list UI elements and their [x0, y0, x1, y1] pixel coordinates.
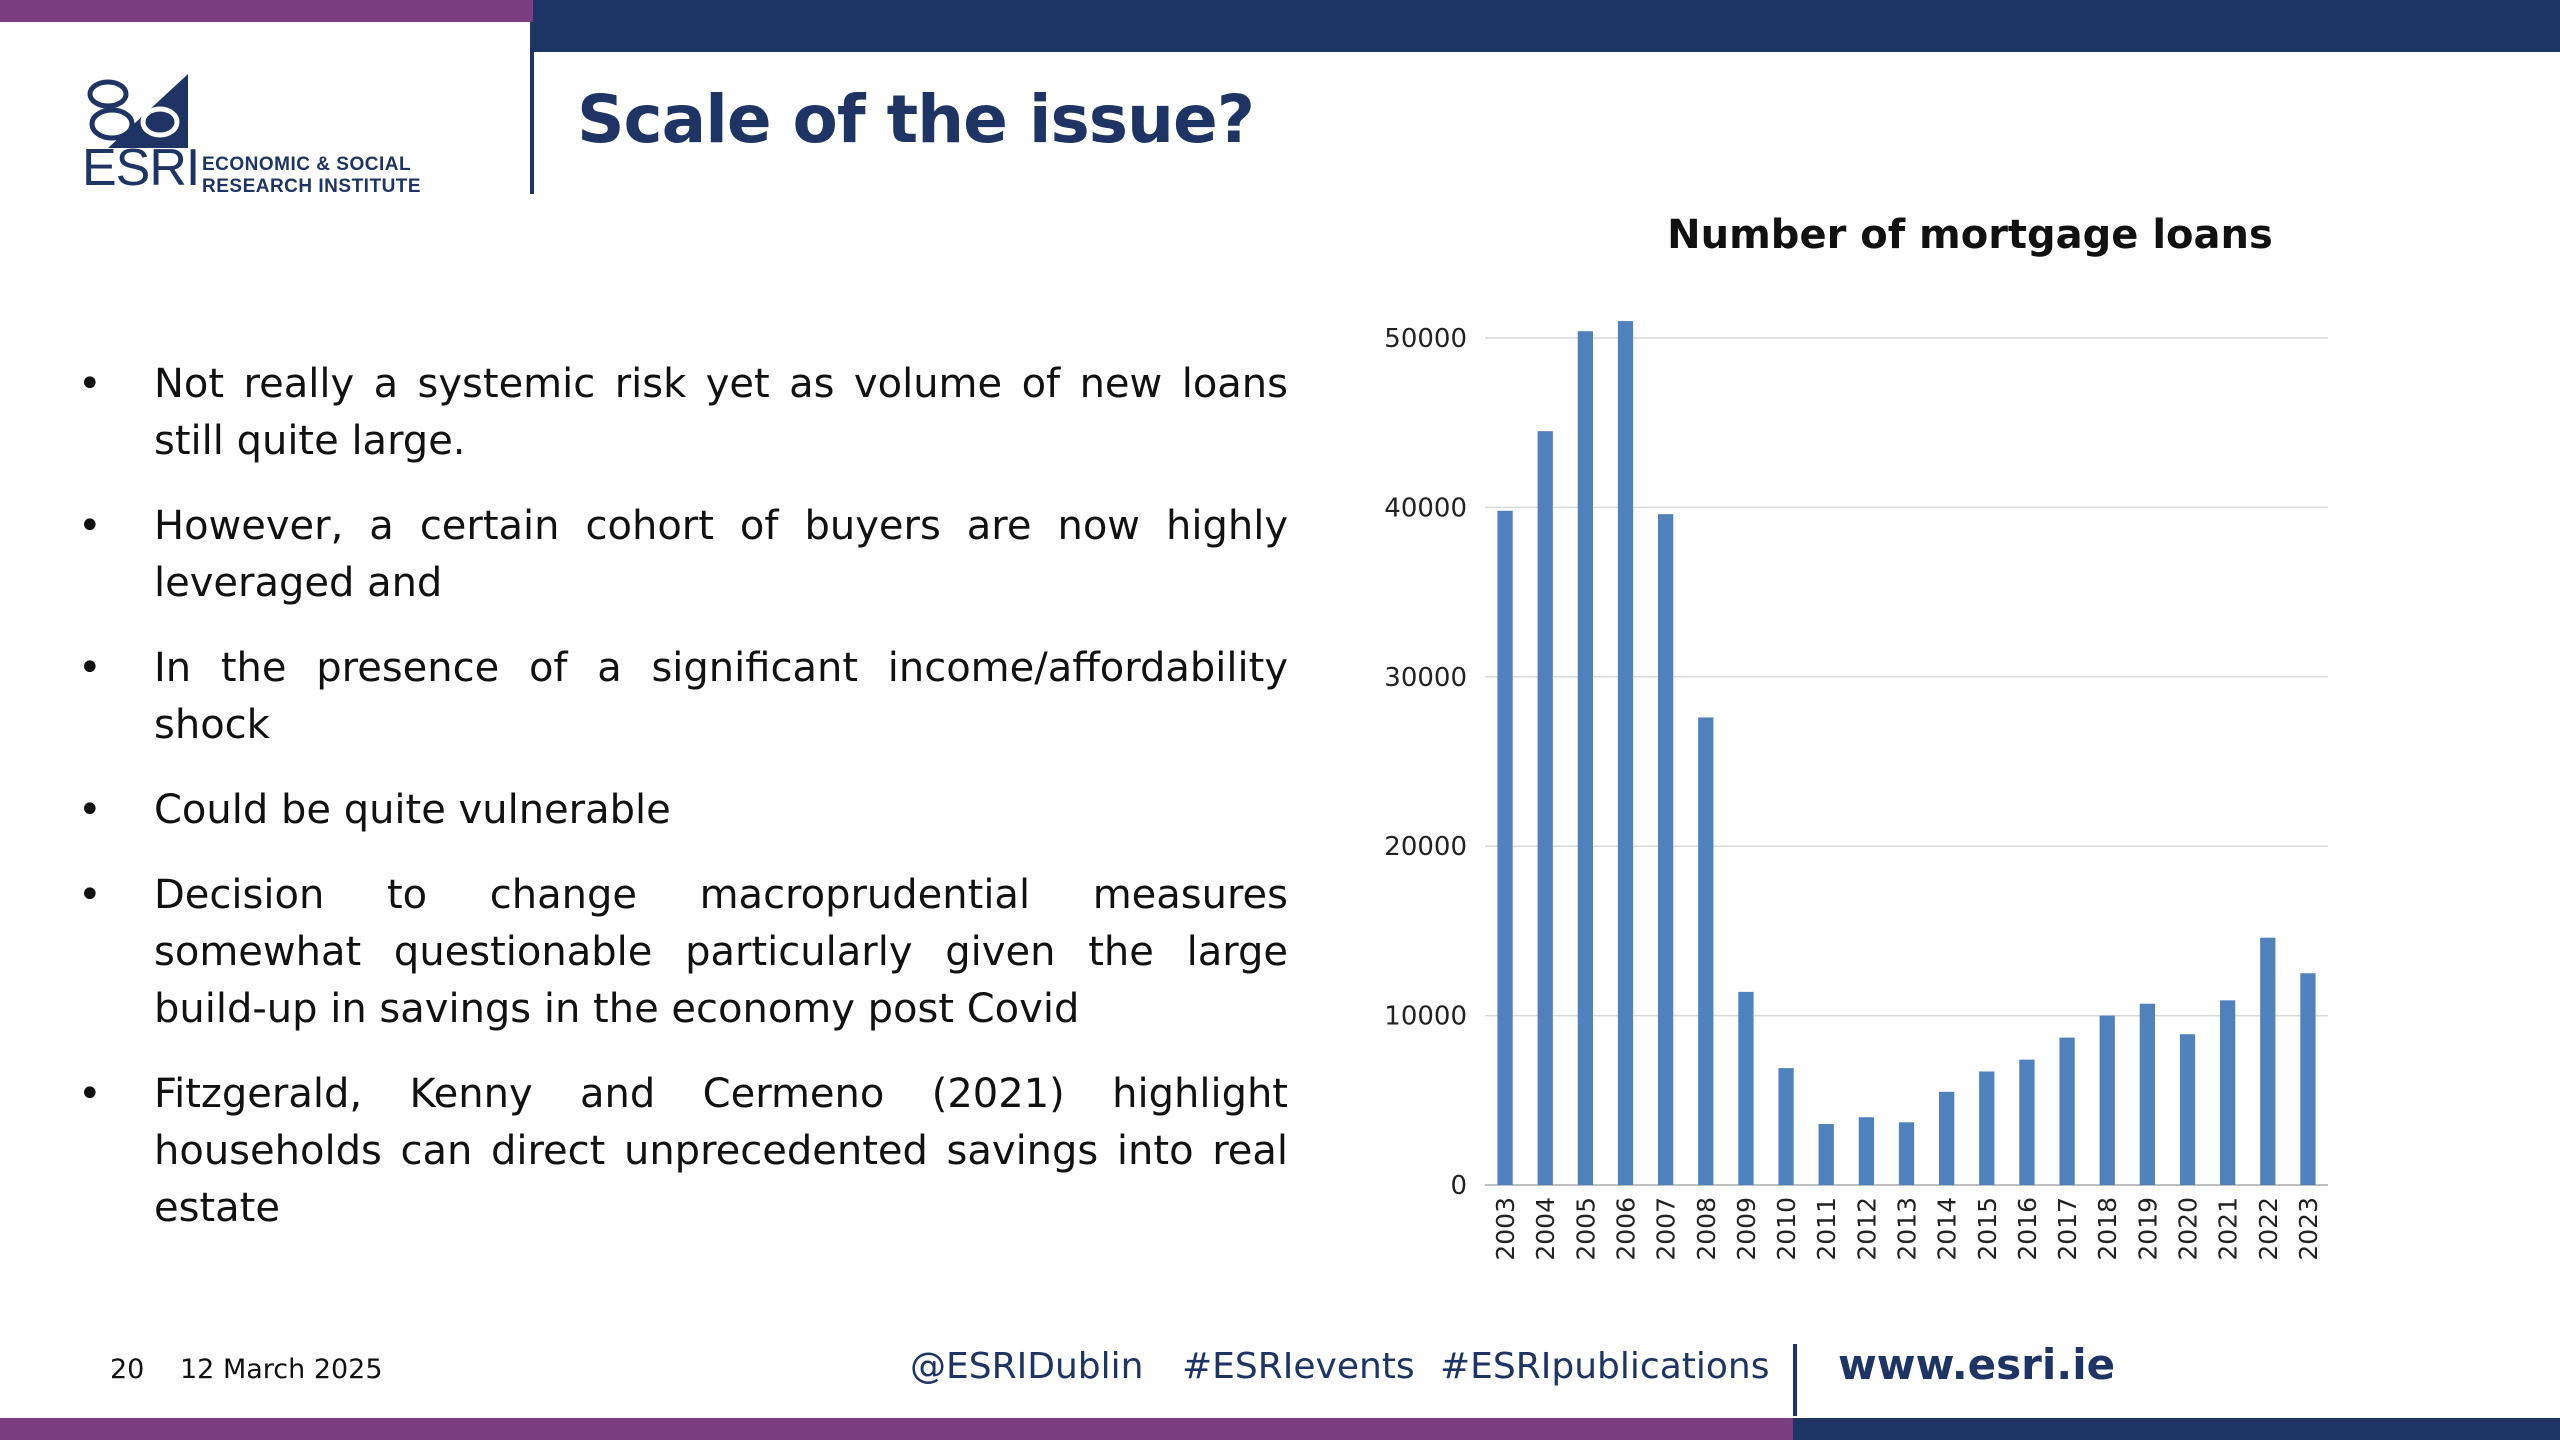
x-tick-label: 2007 [1652, 1197, 1681, 1261]
x-tick-label: 2016 [2013, 1197, 2042, 1261]
x-tick-label: 2014 [1933, 1197, 1962, 1261]
bullet-item: Fitzgerald, Kenny and Cermeno (2021) hig… [78, 1066, 1288, 1237]
bar-2014 [1939, 1091, 1955, 1185]
logo-subtitle-line-2: RESEARCH INSTITUTE [202, 176, 422, 197]
bar-2018 [2099, 1015, 2115, 1185]
bottom-accent-bar-navy [1793, 1418, 2560, 1440]
bar-2020 [2179, 1034, 2196, 1185]
logo-subtitle-line-1: ECONOMIC & SOCIAL [202, 154, 412, 175]
mortgage-loans-chart: Number of mortgage loans 0 10000 20000 3000… [1384, 212, 2328, 1261]
bar-2017 [2059, 1037, 2075, 1185]
esri-logo: ESRI ECONOMIC & SOCIAL RESEARCH INSTITUT… [78, 72, 478, 202]
page-number: 20 [110, 1354, 145, 1385]
x-tick-label: 2011 [1812, 1197, 1841, 1261]
logo-subtitle: ECONOMIC & SOCIAL RESEARCH INSTITUTE [202, 154, 421, 198]
footer-divider [1793, 1344, 1797, 1416]
x-tick-label: 2020 [2174, 1197, 2203, 1261]
twitter-handle-link[interactable]: @ESRIDublin [910, 1346, 1144, 1387]
presentation-date: 12 March 2025 [180, 1354, 383, 1385]
bullet-item: Not really a systemic risk yet as volume… [78, 356, 1288, 470]
x-tick-label: 2006 [1612, 1197, 1641, 1261]
bar-2011 [1818, 1124, 1834, 1185]
top-accent-bar-purple [0, 0, 533, 22]
bar-2010 [1778, 1068, 1794, 1185]
bar-2019 [2139, 1003, 2155, 1185]
chart-x-axis: 2003 2004 2005 2006 2007 2008 2009 2010 2011 2012… [1491, 1197, 2323, 1261]
x-tick-label: 2023 [2294, 1197, 2323, 1261]
page-title: Scale of the issue? [577, 81, 1255, 158]
bullet-item: Decision to change macroprudential measu… [78, 867, 1288, 1038]
bar-2004 [1537, 431, 1553, 1185]
chart-bars [1497, 321, 2316, 1186]
bar-2009 [1738, 991, 1754, 1185]
logo-wordmark: ESRI [82, 139, 200, 197]
bullet-item: However, a certain cohort of buyers are … [78, 498, 1288, 612]
y-tick-label: 50000 [1384, 324, 1467, 354]
x-tick-label: 2009 [1732, 1197, 1761, 1261]
y-tick-label: 40000 [1384, 493, 1467, 523]
x-tick-label: 2005 [1571, 1197, 1600, 1261]
logo-mark-icon [87, 74, 188, 148]
top-accent-bar-navy [533, 0, 2560, 52]
x-tick-label: 2018 [2093, 1197, 2122, 1261]
x-tick-label: 2017 [2053, 1197, 2082, 1261]
website-link[interactable]: www.esri.ie [1838, 1340, 2116, 1389]
x-tick-label: 2021 [2214, 1197, 2243, 1261]
x-tick-label: 2008 [1692, 1197, 1721, 1261]
bar-2008 [1698, 717, 1714, 1185]
y-tick-label: 0 [1450, 1171, 1467, 1201]
x-tick-label: 2012 [1852, 1197, 1881, 1261]
bar-2006 [1617, 321, 1634, 1185]
chart-y-axis: 0 10000 20000 30000 40000 50000 [1384, 324, 1467, 1201]
chart-gridlines [1485, 337, 2328, 1186]
bar-2016 [2019, 1059, 2035, 1185]
x-tick-label: 2003 [1491, 1197, 1520, 1261]
x-tick-label: 2015 [1973, 1197, 2002, 1261]
bar-2003 [1497, 510, 1513, 1186]
bar-2007 [1658, 514, 1674, 1185]
bar-2023 [2300, 973, 2316, 1185]
x-tick-label: 2019 [2133, 1197, 2162, 1261]
header-divider [530, 22, 534, 194]
x-tick-label: 2022 [2254, 1197, 2283, 1261]
x-tick-label: 2010 [1772, 1197, 1801, 1261]
y-tick-label: 30000 [1384, 663, 1467, 693]
bottom-accent-bar-purple [0, 1418, 1793, 1440]
bar-2012 [1858, 1117, 1874, 1185]
bullet-item: Could be quite vulnerable [78, 782, 1288, 839]
bar-2005 [1577, 331, 1593, 1185]
bullet-list: Not really a systemic risk yet as volume… [78, 356, 1288, 1265]
chart-title: Number of mortgage loans [1667, 212, 2273, 258]
hashtag-publications-link[interactable]: #ESRIpublications [1440, 1346, 1770, 1387]
x-tick-label: 2013 [1893, 1197, 1922, 1261]
x-tick-label: 2004 [1531, 1197, 1560, 1261]
bullet-item: In the presence of a significant income/… [78, 640, 1288, 754]
y-tick-label: 20000 [1384, 832, 1467, 862]
bar-2013 [1898, 1122, 1915, 1185]
bar-2021 [2220, 1000, 2236, 1185]
y-tick-label: 10000 [1384, 1002, 1467, 1032]
bar-2015 [1979, 1071, 1995, 1185]
hashtag-events-link[interactable]: #ESRIevents [1182, 1346, 1415, 1387]
bar-2022 [2260, 937, 2276, 1185]
